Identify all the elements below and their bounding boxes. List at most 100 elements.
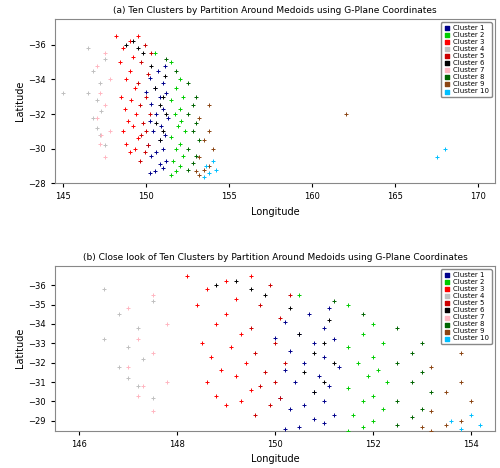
Point [172, 67, 180, 74]
Point [359, 398, 367, 405]
Point [149, 291, 157, 299]
Point [212, 392, 220, 399]
Point [126, 37, 134, 45]
Point [101, 55, 109, 62]
Point [179, 152, 187, 160]
Point [206, 102, 214, 109]
Point [196, 154, 203, 161]
Point [246, 272, 254, 279]
Point [159, 164, 167, 172]
Point [315, 373, 323, 380]
X-axis label: Longitude: Longitude [250, 207, 300, 217]
Point [134, 336, 142, 343]
Point [189, 128, 197, 135]
Point [130, 84, 138, 92]
Point [159, 128, 167, 135]
Point [101, 50, 109, 57]
Point [359, 330, 367, 337]
Point [126, 67, 134, 74]
Point [196, 114, 203, 121]
Point [184, 166, 192, 173]
Point [354, 359, 362, 366]
Point [344, 427, 352, 434]
Point [162, 89, 170, 97]
Point [256, 301, 264, 308]
Point [369, 320, 377, 328]
Point [232, 373, 240, 380]
Point [146, 117, 154, 125]
Point [200, 166, 208, 173]
Point [101, 102, 109, 109]
Point [176, 76, 184, 83]
Point [310, 340, 318, 347]
Point [189, 159, 197, 167]
Point [184, 145, 192, 153]
Point [349, 411, 357, 419]
Point [206, 128, 214, 135]
Point [122, 41, 130, 49]
Point [202, 378, 210, 386]
Point [146, 110, 154, 118]
Point [134, 324, 142, 332]
Point [418, 423, 426, 431]
Point [271, 340, 279, 347]
Point [192, 119, 200, 126]
Point [129, 37, 137, 45]
Point [177, 117, 185, 125]
Point [174, 123, 182, 130]
Point [342, 110, 349, 118]
Point [408, 378, 416, 386]
Point [408, 349, 416, 357]
Point [271, 334, 279, 341]
Point [320, 398, 328, 405]
Point [266, 402, 274, 409]
Point [369, 392, 377, 399]
Point [150, 168, 158, 175]
Point [393, 398, 401, 405]
Point [344, 301, 352, 308]
Point [101, 154, 109, 161]
Point [428, 427, 436, 434]
Point [208, 353, 216, 361]
Point [330, 297, 338, 305]
Point [476, 421, 484, 429]
Point [261, 369, 269, 376]
Point [192, 168, 200, 175]
Point [159, 145, 167, 153]
Point [156, 136, 164, 144]
Point [202, 285, 210, 293]
Point [310, 388, 318, 395]
Point [393, 324, 401, 332]
Point [296, 423, 304, 431]
Point [281, 425, 289, 432]
Point [92, 96, 100, 104]
Point [179, 93, 187, 101]
Point [134, 135, 142, 142]
Point [374, 367, 382, 374]
Point [266, 281, 274, 289]
Point [286, 291, 294, 299]
Point [183, 272, 191, 279]
Point [369, 353, 377, 361]
Point [296, 291, 304, 299]
Point [159, 105, 167, 113]
Point [196, 136, 203, 144]
Point [184, 79, 192, 87]
Point [136, 102, 143, 109]
Point [142, 128, 150, 135]
Point [227, 344, 235, 351]
Point [286, 305, 294, 312]
Point [281, 318, 289, 326]
Point [112, 32, 120, 40]
Point [124, 305, 132, 312]
Point [92, 62, 100, 69]
Point [89, 67, 97, 74]
Point [98, 107, 106, 114]
Point [290, 378, 298, 386]
Point [160, 131, 168, 139]
Point [140, 148, 148, 156]
Point [237, 330, 245, 337]
Point [134, 392, 142, 399]
Point [162, 110, 170, 118]
Point [442, 388, 450, 395]
